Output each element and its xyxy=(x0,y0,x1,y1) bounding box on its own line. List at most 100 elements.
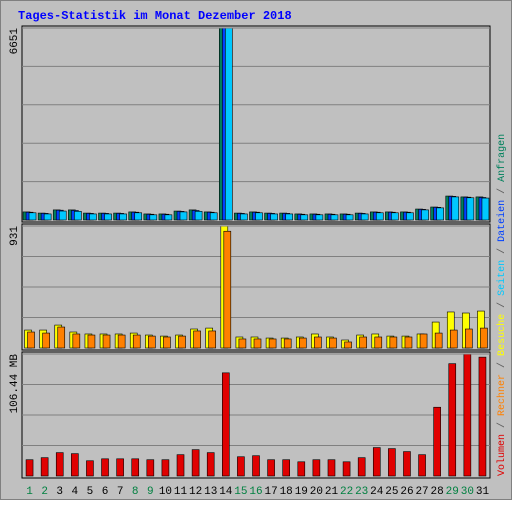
x-tick-label: 20 xyxy=(310,486,323,498)
x-tick-label: 8 xyxy=(132,486,139,498)
bar xyxy=(480,327,488,349)
bar xyxy=(283,338,292,349)
x-tick-label: 16 xyxy=(249,486,262,498)
x-tick-label: 1 xyxy=(26,486,33,498)
bar xyxy=(448,363,457,477)
bar xyxy=(206,452,215,477)
bar xyxy=(478,356,487,477)
x-tick-label: 5 xyxy=(87,486,94,498)
bar xyxy=(102,334,111,349)
legend-separator: / xyxy=(496,242,508,260)
x-tick-label: 6 xyxy=(102,486,109,498)
legend-entry: Volumen xyxy=(496,434,508,476)
bar xyxy=(27,331,35,349)
bar xyxy=(253,338,262,349)
bar xyxy=(209,212,218,221)
x-tick-label: 26 xyxy=(400,486,413,498)
bar xyxy=(315,214,324,221)
x-tick-label: 23 xyxy=(355,486,368,498)
bar xyxy=(238,338,247,349)
x-tick-label: 9 xyxy=(147,486,154,498)
bar xyxy=(193,330,201,349)
bar xyxy=(465,328,473,349)
bar xyxy=(43,213,52,221)
panel xyxy=(21,25,491,223)
x-tick-label: 11 xyxy=(174,486,188,498)
bar xyxy=(237,456,245,477)
x-tick-label: 4 xyxy=(72,486,79,498)
bar xyxy=(389,336,398,349)
x-tick-label: 7 xyxy=(117,486,124,498)
x-tick-label: 29 xyxy=(446,486,459,498)
bar xyxy=(71,453,79,477)
bar xyxy=(374,336,383,349)
bar xyxy=(344,341,352,349)
x-tick-label: 28 xyxy=(431,486,444,498)
bar xyxy=(42,332,50,349)
bar xyxy=(327,459,336,477)
bar xyxy=(285,213,293,221)
bar xyxy=(449,329,458,349)
bar xyxy=(161,459,170,477)
bar xyxy=(403,451,411,477)
bar xyxy=(149,214,158,221)
bar xyxy=(163,336,171,349)
bar xyxy=(406,212,414,221)
bar xyxy=(117,334,126,349)
legend-entry: Seiten xyxy=(496,260,508,296)
bar xyxy=(433,406,441,477)
bar xyxy=(72,333,81,349)
bar xyxy=(208,330,217,349)
x-tick-label: 10 xyxy=(159,486,172,498)
bar xyxy=(146,459,155,477)
bar xyxy=(300,214,309,221)
x-tick-label: 2 xyxy=(41,486,48,498)
y-tick-label: 106.44 MB xyxy=(9,354,21,414)
x-tick-label: 17 xyxy=(264,486,277,498)
bar xyxy=(179,211,188,221)
x-tick-label: 24 xyxy=(370,486,384,498)
legend-entry: Anfragen xyxy=(496,134,508,182)
bar xyxy=(372,447,381,477)
bar xyxy=(357,457,366,477)
bar xyxy=(131,458,140,477)
bar xyxy=(74,211,82,221)
x-tick-label: 22 xyxy=(340,486,353,498)
bar xyxy=(404,336,413,349)
bar xyxy=(329,337,337,349)
bar xyxy=(222,372,230,477)
bar xyxy=(463,353,472,477)
legend-separator: / xyxy=(496,296,508,314)
bar xyxy=(388,448,396,477)
x-tick-label: 31 xyxy=(476,486,490,498)
bar xyxy=(178,335,186,349)
bar xyxy=(434,332,443,349)
bar xyxy=(359,336,367,349)
bar xyxy=(270,213,278,221)
legend-separator: / xyxy=(496,356,508,374)
bar xyxy=(297,461,306,477)
bar xyxy=(55,452,64,477)
bar xyxy=(101,458,109,477)
bar xyxy=(330,214,339,221)
bar xyxy=(268,338,277,349)
bar xyxy=(436,207,444,221)
y-tick-label: 6651 xyxy=(9,28,21,55)
bar xyxy=(421,209,429,221)
bar xyxy=(418,454,426,477)
x-tick-label: 15 xyxy=(234,486,247,498)
legend-entry: Besuche xyxy=(496,314,508,356)
bar xyxy=(86,460,94,477)
bar xyxy=(116,458,124,477)
x-tick-label: 19 xyxy=(295,486,308,498)
legend-separator: / xyxy=(496,182,508,200)
bar xyxy=(252,455,260,477)
bar xyxy=(25,459,34,477)
bar xyxy=(40,457,49,477)
x-tick-label: 3 xyxy=(56,486,63,498)
bar xyxy=(225,27,233,221)
bar xyxy=(391,212,399,221)
x-tick-label: 14 xyxy=(219,486,233,498)
y-tick-label: 931 xyxy=(9,226,21,246)
